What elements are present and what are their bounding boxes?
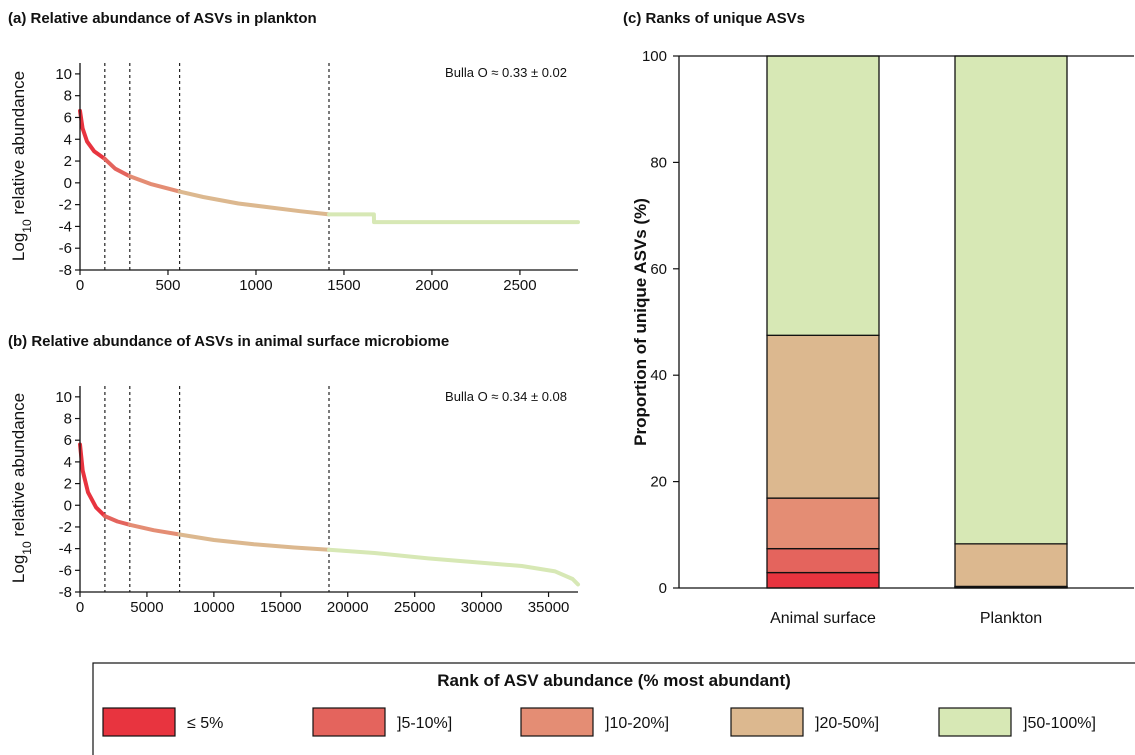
curve-segment-r50_100: [327, 547, 580, 587]
panel-a-ylabel-prefix: Log: [9, 233, 28, 261]
curve-segment-le5: [78, 108, 107, 161]
bar-segment-le5: [766, 571, 880, 589]
y-tick-label: 0: [64, 497, 72, 514]
y-tick-label: 6: [64, 432, 72, 449]
panel-c-axes: Animal surface Plankton 0 20 40 60 80 100: [642, 48, 1134, 627]
y-tick-label: 10: [55, 389, 72, 406]
curve-segment-r10_20: [127, 174, 182, 194]
bar-segment-r20_50: [954, 543, 1068, 588]
y-tick-label: -8: [59, 262, 72, 279]
panel-c-title: (c) Ranks of unique ASVs: [623, 10, 805, 27]
panel-a-title: (a) Relative abundance of ASVs in plankt…: [8, 10, 317, 27]
panel-b-title: (b) Relative abundance of ASVs in animal…: [8, 333, 449, 350]
panel-a: (a) Relative abundance of ASVs in plankt…: [8, 10, 580, 294]
category-label: Plankton: [980, 610, 1042, 627]
legend-label-r10_20: ]10-20%]: [605, 715, 669, 732]
x-tick-label: 15000: [260, 599, 302, 616]
x-tick-label: 10000: [193, 599, 235, 616]
x-tick-label: 500: [155, 277, 180, 294]
legend-swatch-r50_100: [938, 707, 1012, 737]
x-tick-label: 35000: [528, 599, 570, 616]
legend-swatch-r10_20: [520, 707, 594, 737]
legend-label-r50_100: ]50-100%]: [1023, 715, 1096, 732]
panel-b-ylabel-suffix: relative abundance: [9, 393, 28, 541]
panel-b-axes: -8 -6 -4 -2 0 2 4 6 8 10 0 5000 10000 15000 20000 25000…: [55, 386, 578, 616]
curve-segment-r20_50: [177, 189, 331, 217]
panel-a-ylabel: Log10 relative abundance: [9, 71, 34, 261]
x-tick-label: 30000: [461, 599, 503, 616]
y-tick-label: -2: [59, 519, 72, 536]
bar-segment-r10_20: [766, 497, 880, 550]
legend: Rank of ASV abundance (% most abundant) …: [92, 662, 1135, 755]
y-tick-label: 40: [650, 367, 667, 384]
panel-a-ylabel-suffix: relative abundance: [9, 71, 28, 219]
y-tick-label: -6: [59, 240, 72, 257]
y-tick-label: -4: [59, 218, 72, 235]
curve-segment-r5_10: [102, 156, 132, 179]
x-tick-label: 20000: [327, 599, 369, 616]
x-tick-label: 5000: [130, 599, 163, 616]
y-tick-label: 80: [650, 154, 667, 171]
x-tick-label: 0: [76, 277, 84, 294]
panel-b-boundaries: [104, 386, 330, 592]
bar-segment-r5_10: [766, 547, 880, 574]
bar-segment-r50_100: [954, 55, 1068, 545]
panel-b: (b) Relative abundance of ASVs in animal…: [8, 333, 580, 616]
legend-title: Rank of ASV abundance (% most abundant): [437, 671, 791, 690]
y-tick-label: 4: [64, 454, 72, 471]
panel-b-ylabel: Log10 relative abundance: [9, 393, 34, 583]
curve-segment-r50_100: [327, 212, 580, 225]
panel-b-ylabel-prefix: Log: [9, 555, 28, 583]
x-tick-label: 1000: [239, 277, 272, 294]
bar-segment-r50_100: [766, 55, 880, 336]
y-tick-label: 2: [64, 476, 72, 493]
y-tick-label: 6: [64, 109, 72, 126]
y-tick-label: -6: [59, 562, 72, 579]
y-tick-label: 60: [650, 261, 667, 278]
panel-a-annotation: Bulla O ≈ 0.33 ± 0.02: [445, 65, 567, 80]
legend-label-r5_10: ]5-10%]: [397, 715, 452, 732]
curve-segment-le5: [78, 442, 107, 519]
panel-c: (c) Ranks of unique ASVs Animal surface P…: [623, 10, 1134, 627]
panel-c-bars: [766, 55, 1068, 589]
legend-swatch-le5: [102, 707, 176, 737]
panel-b-annotation: Bulla O ≈ 0.34 ± 0.08: [445, 389, 567, 404]
panel-a-ylabel-sub: 10: [20, 219, 34, 233]
bar-segment-r20_50: [766, 334, 880, 499]
legend-swatch-r20_50: [730, 707, 804, 737]
y-tick-label: 8: [64, 411, 72, 428]
legend-label-r20_50: ]20-50%]: [815, 715, 879, 732]
curve-segment-r5_10: [102, 514, 132, 527]
y-tick-label: 20: [650, 474, 667, 491]
legend-frame: [92, 662, 1135, 755]
legend-items: ≤ 5% ]5-10%] ]10-20%] ]20-50%] ]50-100%]: [102, 707, 1096, 737]
y-tick-label: 0: [64, 175, 72, 192]
y-tick-label: 0: [659, 580, 667, 597]
y-tick-label: -4: [59, 541, 72, 558]
panel-b-ylabel-sub: 10: [20, 541, 34, 555]
y-tick-label: 10: [55, 66, 72, 83]
curve-segment-r10_20: [127, 522, 182, 537]
panel-a-axes: -8 -6 -4 -2 0 2 4 6 8 10 0 500 1000 1500 2000 2500: [55, 63, 578, 294]
x-tick-label: 1500: [327, 277, 360, 294]
y-tick-label: 2: [64, 153, 72, 170]
y-tick-label: 100: [642, 48, 667, 65]
y-tick-label: -8: [59, 584, 72, 601]
panel-c-ylabel: Proportion of unique ASVs (%): [631, 198, 650, 446]
x-tick-label: 2000: [415, 277, 448, 294]
y-tick-label: 8: [64, 88, 72, 105]
panel-a-boundaries: [104, 63, 330, 270]
x-tick-label: 2500: [503, 277, 536, 294]
x-tick-label: 0: [76, 599, 84, 616]
y-tick-label: 4: [64, 131, 72, 148]
legend-label-le5: ≤ 5%: [187, 715, 223, 732]
category-label: Animal surface: [770, 610, 876, 627]
curve-segment-r20_50: [177, 532, 331, 552]
legend-swatch-r5_10: [312, 707, 386, 737]
panel-a-curve: [78, 108, 580, 225]
panel-b-curve: [78, 442, 580, 587]
y-tick-label: -2: [59, 197, 72, 214]
x-tick-label: 25000: [394, 599, 436, 616]
